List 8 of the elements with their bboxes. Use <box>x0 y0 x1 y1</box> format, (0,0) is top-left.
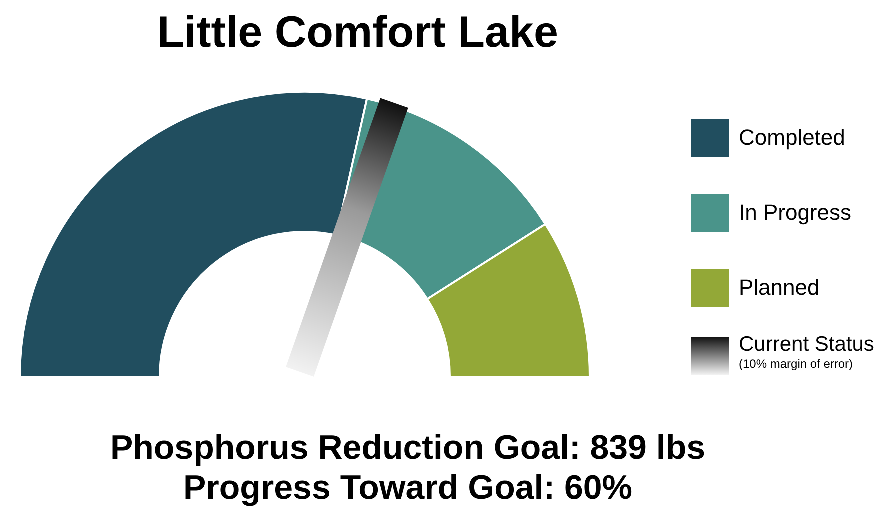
legend-label: In Progress <box>739 200 852 226</box>
text: Progress Toward Goal: 60% <box>182 468 634 508</box>
text: Phosphorus Reduction Goal: 839 lbs <box>109 428 707 468</box>
text: Current Status <box>739 333 874 357</box>
chart-title: Little Comfort Lake <box>156 8 560 58</box>
text: (10% margin of error) <box>739 357 854 371</box>
legend-label: Completed <box>739 124 846 150</box>
legend-label: Planned <box>739 274 820 300</box>
